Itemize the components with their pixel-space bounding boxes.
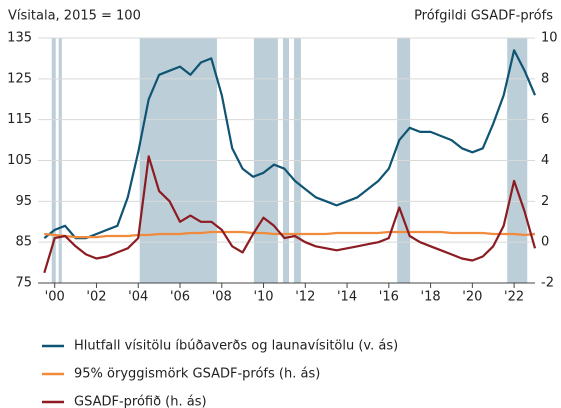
y-tick-label: 105 [7, 153, 32, 168]
x-tick-label: '18 [421, 290, 441, 305]
series-line [43, 49, 537, 240]
y2-tick-label: 8 [541, 71, 549, 86]
y2-tick-label: 6 [541, 112, 549, 127]
x-tick-label: '10 [253, 290, 273, 305]
y-axis-label: Vísitala, 2015 = 100 [8, 9, 141, 24]
x-tick-label: '08 [212, 290, 232, 305]
x-tick-label: '02 [86, 290, 106, 305]
series-line [43, 155, 537, 274]
y-tick-label: 125 [7, 71, 32, 86]
legend-label: Hlutfall vísitölu íbúðaverðs og launavís… [74, 339, 398, 354]
y-tick-label: 95 [15, 194, 32, 209]
y2-tick-label: 0 [541, 235, 549, 250]
legend-label: GSADF-prófið (h. ás) [74, 395, 207, 408]
y2-tick-label: 10 [541, 31, 558, 46]
x-tick-label: '12 [295, 290, 315, 305]
y-tick-label: 135 [7, 31, 32, 46]
x-tick-label: '00 [45, 290, 65, 305]
y2-tick-label: -2 [541, 276, 554, 291]
y-tick-label: 115 [7, 112, 32, 127]
y2-tick-label: 4 [541, 153, 549, 168]
y2-axis-label: Prófgildi GSADF-prófs [414, 9, 553, 24]
x-tick-label: '20 [462, 290, 482, 305]
x-tick-label: '22 [504, 290, 524, 305]
y2-tick-label: 2 [541, 194, 549, 209]
x-tick-label: '14 [337, 290, 357, 305]
x-tick-label: '06 [170, 290, 190, 305]
x-tick-label: '16 [379, 290, 399, 305]
x-tick-label: '04 [128, 290, 148, 305]
legend-label: 95% öryggismörk GSADF-prófs (h. ás) [74, 367, 320, 382]
y-tick-label: 85 [15, 235, 32, 250]
series-line [44, 230, 536, 239]
y-tick-label: 75 [15, 276, 32, 291]
